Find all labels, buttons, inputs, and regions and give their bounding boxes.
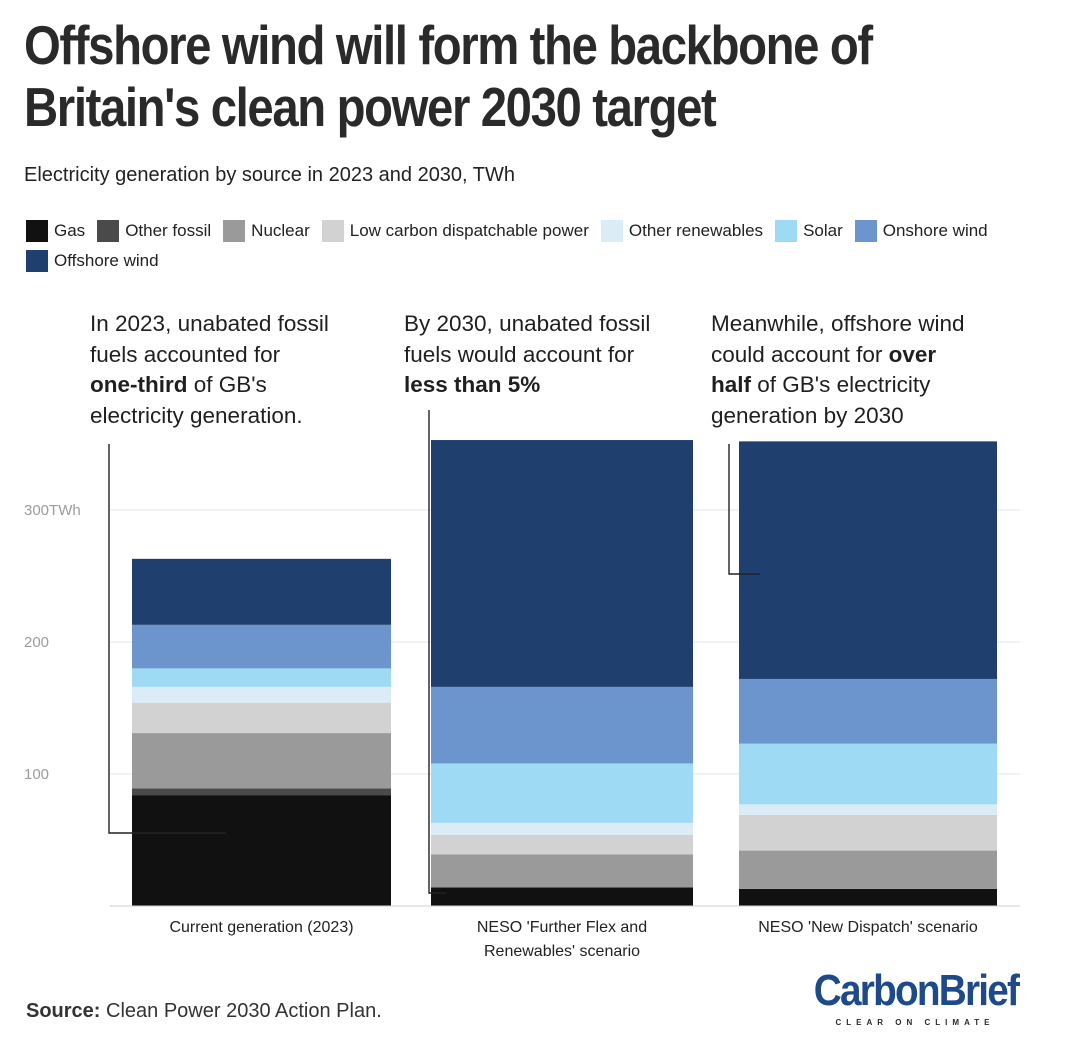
legend-item-nuclear: Nuclear	[223, 220, 310, 242]
source-text: Clean Power 2030 Action Plan.	[106, 1000, 382, 1022]
bar-segment-other-fossil-1	[132, 788, 391, 796]
annotation-fossil-2030: By 2030, unabated fossil fuels would acco…	[404, 311, 651, 397]
logo-tagline: CLEAR ON CLIMATE	[835, 1018, 995, 1027]
legend-label-other-fossil: Other fossil	[125, 221, 212, 240]
bar-segment-other-renewables-2	[431, 822, 693, 835]
bar-segment-other-renewables-1	[132, 686, 391, 703]
annotation-leader-1	[108, 444, 226, 834]
annotation-offshore-wind: Meanwhile, offshore wind could account fo…	[711, 311, 965, 428]
chart-title: Offshore wind will form the backbone of …	[24, 14, 910, 138]
legend-item-solar: Solar	[775, 220, 843, 242]
bar-segment-gas-3	[739, 888, 997, 906]
legend-item-offshore-wind: Offshore wind	[26, 250, 159, 272]
legend-swatch-nuclear	[223, 220, 246, 242]
annotation-fossil-2023: In 2023, unabated fossil fuels accounted …	[90, 311, 329, 428]
legend-item-other-renewables: Other renewables	[600, 220, 764, 242]
bar-segment-offshore-wind-2	[431, 440, 693, 687]
bar-segment-gas-1	[132, 795, 391, 906]
bar-segment-solar-2	[431, 763, 693, 823]
x-category-label-1-1: Current generation (2023)	[169, 919, 353, 936]
x-category-label-2-1: NESO 'Further Flex and	[477, 919, 647, 936]
bar-segment-offshore-wind-3	[739, 441, 997, 679]
bar-segment-gas-2	[431, 887, 693, 906]
bar-segment-low-carbon-dispatchable-power-1	[132, 702, 391, 734]
bar-segment-solar-1	[132, 668, 391, 687]
legend-item-gas: Gas	[26, 220, 85, 242]
legend-swatch-onshore-wind	[854, 220, 877, 242]
legend-item-other-fossil: Other fossil	[97, 220, 211, 242]
legend-swatch-other-fossil	[97, 220, 120, 242]
title-line-2: Britain's clean power 2030 target	[24, 76, 717, 138]
legend-swatch-low-carbon-dispatchable	[321, 220, 344, 242]
y-tick-label-300: 300TWh	[24, 502, 81, 519]
bar-segment-onshore-wind-2	[431, 686, 693, 764]
legend-label-other-renewables: Other renewables	[628, 221, 764, 240]
legend-label-nuclear: Nuclear	[251, 221, 310, 240]
legend-swatch-offshore-wind	[26, 250, 48, 272]
y-tick-label-200: 200	[24, 634, 49, 651]
annotation-leader-3	[728, 444, 760, 575]
legend-label-low-carbon-dispatchable: Low carbon dispatchable power	[349, 221, 589, 240]
bar-segment-nuclear-1	[132, 733, 391, 789]
bar-segment-solar-3	[739, 743, 997, 805]
bar-segment-onshore-wind-1	[132, 624, 391, 669]
legend-swatch-other-renewables	[600, 220, 623, 242]
legend-label-offshore-wind: Offshore wind	[54, 251, 159, 270]
legend-item-low-carbon-dispatchable: Low carbon dispatchable power	[321, 220, 589, 242]
bar-segment-other-renewables-3	[739, 804, 997, 815]
legend-swatch-gas	[26, 220, 48, 242]
bar-segment-nuclear-2	[431, 854, 693, 888]
legend-label-solar: Solar	[803, 221, 843, 240]
legend-label-gas: Gas	[54, 221, 86, 240]
source-label: Source:	[26, 1000, 101, 1022]
legend: Gas Other fossil Nuclear Low carbon disp…	[26, 220, 1046, 272]
legend-swatch-solar	[775, 220, 798, 242]
chart-subtitle: Electricity generation by source in 2023…	[24, 164, 516, 186]
stacked-bar-chart: 100 200 300TWh Current generation (2023) NES…	[24, 410, 1020, 960]
x-category-label-3-1: NESO 'New Dispatch' scenario	[758, 919, 978, 936]
carbonbrief-logo: CarbonBrief CLEAR ON CLIMATE	[800, 966, 1030, 1027]
source-note: Source: Clean Power 2030 Action Plan.	[26, 1000, 382, 1023]
title-line-1: Offshore wind will form the backbone of	[24, 14, 873, 76]
bar-segment-low-carbon-dispatchable-power-2	[431, 834, 693, 855]
y-tick-label-100: 100	[24, 766, 49, 783]
bar-segment-nuclear-3	[739, 850, 997, 889]
bar-segment-onshore-wind-3	[739, 678, 997, 744]
bar-segment-offshore-wind-1	[132, 558, 391, 625]
legend-label-onshore-wind: Onshore wind	[882, 221, 988, 240]
bar-segment-low-carbon-dispatchable-power-3	[739, 814, 997, 851]
annotation-leader-2	[428, 410, 446, 894]
legend-item-onshore-wind: Onshore wind	[854, 220, 988, 242]
x-category-label-2-2: Renewables' scenario	[484, 943, 640, 960]
logo-wordmark: CarbonBrief	[813, 966, 1020, 1015]
